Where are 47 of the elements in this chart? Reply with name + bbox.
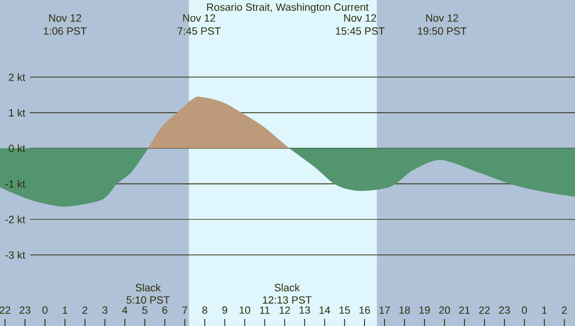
x-tick-label: 7 (182, 306, 188, 314)
x-tick-label: 22 (479, 306, 490, 314)
x-tick-label: 3 (102, 306, 108, 314)
annotation: 15:45 PST (336, 27, 385, 35)
x-tick-label: 0 (42, 306, 48, 314)
x-tick-label: 1 (542, 306, 547, 314)
x-tick-label: 16 (360, 306, 370, 314)
annotation: 19:50 PST (418, 27, 467, 35)
annotation: Slack (136, 284, 161, 292)
x-tick-label: 19 (419, 306, 430, 314)
x-tick-label: 2 (82, 306, 88, 314)
x-tick-label: 6 (162, 306, 168, 314)
x-tick-label: 23 (20, 306, 30, 314)
y-tick-label: 2 kt (8, 73, 26, 81)
x-tick-label: 11 (260, 306, 270, 314)
x-tick-label: 18 (399, 306, 410, 314)
y-tick-label: -2 kt (5, 215, 26, 224)
y-tick-label: 1 kt (9, 108, 26, 117)
annotation: 5:10 PST (126, 296, 170, 304)
annotation: Nov 12 (183, 14, 216, 22)
annotation: Slack (274, 284, 300, 292)
x-tick-label: 10 (240, 306, 250, 314)
annotation: Nov 12 (344, 14, 376, 22)
x-tick-label: 21 (459, 306, 470, 314)
x-tick-label: 0 (522, 306, 527, 314)
annotation: 12:13 PST (262, 296, 312, 304)
x-tick-label: 2 (562, 306, 567, 314)
x-tick-label: 9 (222, 306, 228, 314)
annotation: Nov 12 (49, 14, 82, 22)
chart-title: Rosario Strait, Washington Current (207, 3, 369, 13)
x-tick-label: 4 (122, 306, 128, 314)
annotation: 7:45 PST (178, 27, 221, 35)
x-tick-label: 12 (280, 306, 290, 314)
x-tick-label: 22 (0, 306, 10, 314)
x-tick-label: 8 (202, 306, 208, 314)
x-tick-label: 17 (380, 306, 390, 314)
x-tick-label: 15 (340, 306, 350, 314)
x-tick-label: 5 (142, 306, 148, 314)
y-tick-label: -3 kt (5, 251, 26, 259)
x-tick-label: 23 (499, 306, 510, 314)
x-tick-label: 14 (320, 306, 330, 314)
y-tick-label: -1 kt (5, 180, 26, 188)
annotation: Nov 12 (426, 14, 458, 22)
annotation: 1:06 PST (44, 27, 87, 35)
x-tick-label: 20 (439, 306, 450, 314)
x-tick-label: 13 (300, 306, 310, 314)
x-tick-label: 1 (62, 306, 68, 314)
